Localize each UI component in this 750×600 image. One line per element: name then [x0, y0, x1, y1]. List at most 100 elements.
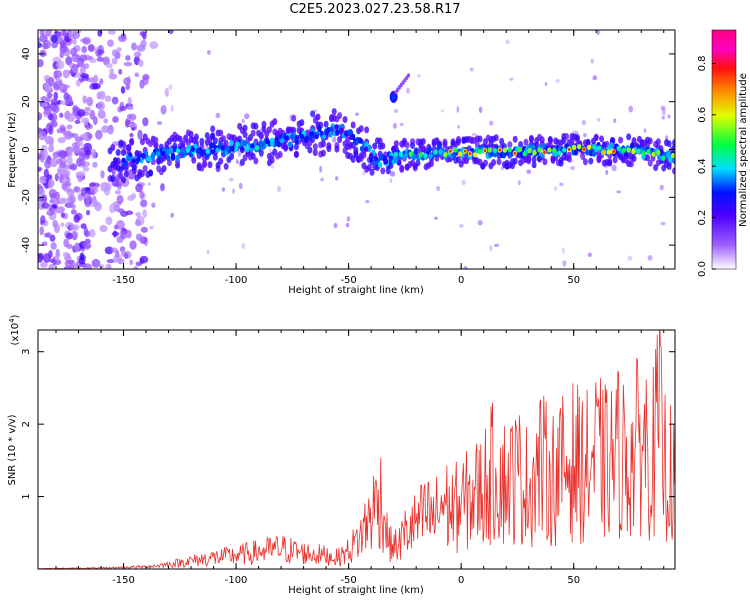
- ridge-peak: [576, 144, 582, 150]
- colorbar-gradient: [711, 29, 737, 270]
- ridge-halo: [512, 157, 518, 165]
- ridge-peak: [339, 127, 344, 133]
- noise-blob: [55, 78, 63, 85]
- ridge-peak: [354, 140, 359, 146]
- noise-blob: [142, 117, 149, 127]
- ridge-core: [573, 149, 579, 156]
- noise-blob: [62, 251, 69, 258]
- noise-blob: [71, 133, 79, 139]
- noise-blob: [84, 106, 91, 112]
- speckle: [238, 182, 243, 190]
- noise-blob: [54, 173, 59, 182]
- colorbar: 0.0 0.2 0.4 0.6 0.8 Normalized spectral ampl…: [697, 29, 749, 277]
- ridge-halo: [626, 133, 632, 141]
- noise-blob: [50, 99, 58, 106]
- noise-blob: [133, 51, 142, 58]
- ridge-peak: [363, 146, 369, 152]
- noise-blob: [83, 119, 89, 126]
- speckle: [605, 169, 609, 176]
- ridge-halo: [647, 137, 653, 145]
- noise-blob: [113, 224, 119, 230]
- ridge-halo: [337, 112, 343, 120]
- ridge-core: [393, 156, 399, 164]
- noise-blob: [69, 163, 78, 171]
- noise-blob: [60, 40, 66, 48]
- ridge-hotspot: [543, 150, 546, 154]
- spectrogram-x-tick-label: 50: [567, 275, 580, 286]
- noise-blob: [80, 223, 87, 229]
- noise-blob: [116, 258, 125, 265]
- speckle: [232, 188, 235, 194]
- noise-blob: [59, 161, 67, 168]
- svg-text:(x104): (x104): [8, 314, 21, 345]
- speckle: [477, 219, 483, 226]
- speckle: [562, 260, 567, 267]
- ridge-peak: [200, 149, 205, 155]
- speckle: [583, 132, 587, 138]
- noise-blob: [38, 42, 43, 49]
- ridge-halo: [266, 126, 272, 134]
- noise-blob: [120, 86, 126, 94]
- ridge-halo: [539, 136, 545, 144]
- ridge-halo: [377, 137, 383, 145]
- ridge-halo: [331, 108, 337, 116]
- noise-blob: [160, 183, 165, 192]
- noise-blob: [53, 70, 59, 80]
- ridge-hotspot: [464, 149, 467, 153]
- noise-blob: [70, 47, 78, 57]
- noise-blob: [39, 226, 45, 236]
- noise-blob: [137, 59, 144, 67]
- ridge-peak: [562, 147, 567, 153]
- noise-blob: [39, 261, 48, 268]
- page-title: C2E5.2023.027.23.58.R17: [289, 2, 461, 17]
- noise-blob: [63, 92, 70, 101]
- noise-blob: [64, 260, 72, 267]
- noise-blob: [106, 259, 115, 264]
- spectrogram-y-tick-label: 40: [21, 48, 32, 61]
- noise-blob: [74, 242, 80, 253]
- ridge-halo: [115, 157, 121, 165]
- noise-blob: [134, 219, 141, 227]
- ridge-peak: [126, 155, 131, 161]
- speckle: [244, 113, 250, 120]
- ridge-peak: [571, 144, 577, 151]
- noise-blob: [109, 67, 114, 77]
- noise-blob: [89, 228, 96, 238]
- ridge-core: [287, 141, 293, 148]
- ridge-peak: [220, 145, 225, 151]
- ridge-halo: [115, 149, 121, 157]
- ridge-halo: [193, 133, 199, 141]
- ridge-peak: [299, 133, 305, 140]
- ridge-halo: [210, 132, 216, 140]
- noise-blob: [45, 78, 54, 84]
- speckle: [456, 106, 460, 113]
- ridge-halo: [599, 135, 605, 143]
- ridge-peak: [646, 148, 651, 155]
- ridge-halo: [493, 134, 499, 142]
- ridge-core: [233, 145, 239, 152]
- ridge-halo: [588, 157, 594, 165]
- ridge-peak: [408, 151, 413, 157]
- speckle: [170, 104, 174, 112]
- noise-blob: [142, 73, 150, 81]
- ridge-halo: [528, 134, 534, 142]
- snr-series-line: [38, 330, 675, 569]
- ridge-peak: [185, 147, 191, 153]
- speckle: [569, 166, 576, 171]
- ridge-hotspot: [582, 148, 586, 151]
- noise-blob: [48, 263, 55, 269]
- ridge-halo: [218, 157, 224, 165]
- ridge-core: [630, 142, 635, 149]
- ridge-peak: [601, 149, 607, 155]
- snr-x-axis-label: Height of straight line (km): [288, 585, 424, 596]
- ridge-peak: [175, 148, 181, 154]
- noise-blob: [38, 59, 44, 68]
- noise-blob: [83, 263, 93, 269]
- speckle: [207, 49, 211, 55]
- ridge-halo: [315, 113, 321, 121]
- speckle: [441, 109, 444, 113]
- speckle: [489, 245, 493, 252]
- speckle: [509, 77, 514, 81]
- noise-blob: [125, 55, 131, 61]
- speckle: [362, 170, 366, 176]
